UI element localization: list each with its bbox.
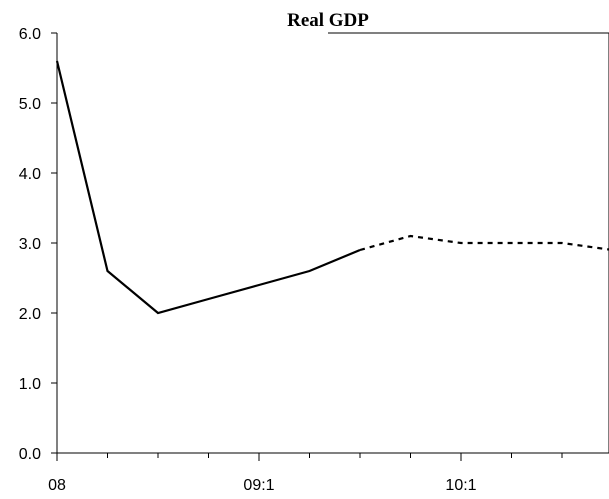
x-tick-label: 09:1 xyxy=(243,477,274,494)
y-tick-label: 2.0 xyxy=(19,306,41,323)
x-tick-label: 10:1 xyxy=(445,477,476,494)
y-tick-label: 3.0 xyxy=(19,236,41,253)
actual-series-line xyxy=(55,60,361,315)
x-axis-ticks: 08 09:1 10:1 xyxy=(48,453,563,494)
y-tick-label: 5.0 xyxy=(19,96,41,113)
y-tick-label: 1.0 xyxy=(19,376,41,393)
y-tick-label: 4.0 xyxy=(19,166,41,183)
x-tick-label: 08 xyxy=(48,477,66,494)
y-axis-ticks: 0.0 1.0 2.0 3.0 4.0 5.0 6.0 xyxy=(19,26,57,463)
y-tick-label: 6.0 xyxy=(19,26,41,43)
chart-title: Real GDP xyxy=(287,10,369,31)
y-tick-label: 0.0 xyxy=(19,446,41,463)
forecast-series-line xyxy=(359,234,609,252)
series-layer xyxy=(55,60,609,315)
